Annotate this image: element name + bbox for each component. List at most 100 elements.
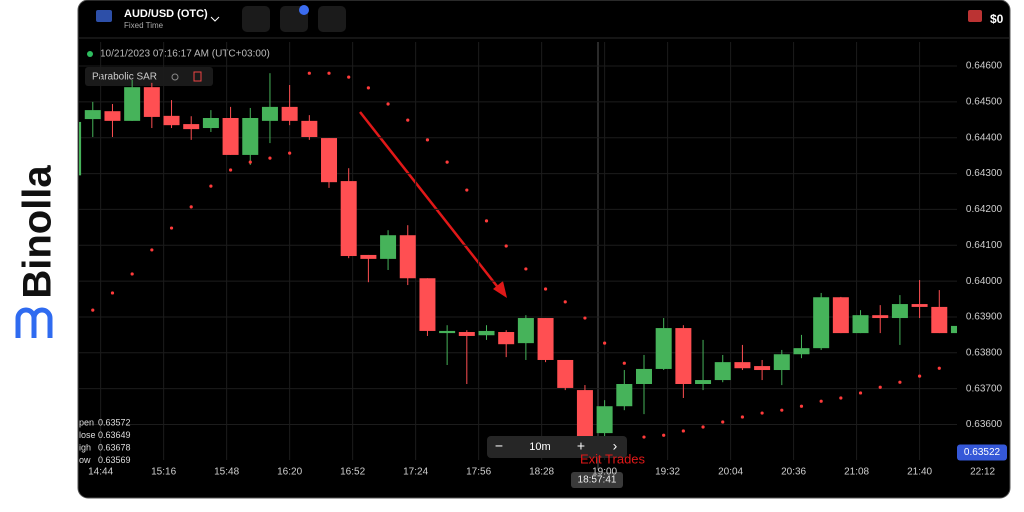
sar-dot — [209, 184, 213, 188]
candle-body — [754, 366, 771, 371]
current-price: 0.63522 — [964, 447, 1001, 458]
x-tick-label: 20:04 — [718, 467, 743, 478]
trend-arrowhead — [493, 281, 507, 298]
candle-body — [852, 315, 869, 334]
candle-body — [911, 304, 928, 307]
sar-dot — [130, 272, 134, 276]
sar-dot — [583, 316, 587, 320]
sar-dot — [701, 425, 705, 429]
sar-dot — [228, 168, 233, 172]
x-tick-label: 21:40 — [907, 467, 932, 478]
candle-body — [714, 362, 731, 381]
sar-dot — [858, 391, 863, 395]
candle-body — [635, 368, 652, 384]
candle-body — [773, 354, 790, 371]
x-tick-label: 16:52 — [340, 467, 365, 478]
sar-dot — [917, 374, 922, 378]
sar-dot — [898, 380, 902, 384]
indicator-pill[interactable] — [85, 67, 213, 86]
sar-dot — [366, 86, 370, 90]
candle-body — [950, 325, 957, 334]
zoom-interval[interactable]: 10m — [529, 441, 550, 453]
sar-dot — [524, 267, 528, 271]
sar-dot — [288, 151, 292, 155]
y-tick-label: 0.63800 — [966, 347, 1003, 358]
ohlc-label: pen — [79, 417, 94, 427]
sar-dot — [347, 75, 351, 79]
sar-dot — [91, 308, 95, 312]
candle-body — [79, 121, 82, 176]
sar-dot — [819, 399, 823, 403]
sar-dot — [504, 244, 508, 248]
x-tick-label: 15:16 — [151, 467, 176, 478]
sar-dot — [662, 433, 666, 437]
sar-dot — [465, 188, 469, 192]
candle-body — [734, 362, 751, 369]
x-tick-label: 19:00 — [592, 467, 617, 478]
candle-body — [399, 235, 416, 279]
y-tick-label: 0.64100 — [966, 240, 1003, 251]
sar-dot — [484, 219, 489, 223]
pair-name[interactable]: AUD/USD (OTC) — [124, 8, 208, 20]
current-price-box — [957, 444, 1007, 461]
sar-dot — [563, 300, 567, 304]
x-tick-label: 17:56 — [466, 467, 491, 478]
zoom-in[interactable]: + — [577, 438, 585, 454]
y-tick-label: 0.64000 — [966, 276, 1003, 287]
x-tick-label: 14:44 — [88, 467, 113, 478]
indicator-name: Parabolic SAR — [92, 72, 157, 83]
alerts-button[interactable] — [318, 6, 346, 32]
sar-dot — [248, 160, 252, 164]
candle-body — [655, 328, 672, 369]
sar-dot — [406, 118, 410, 122]
app-frame — [77, 0, 1011, 499]
x-tick-label: 22:12 — [970, 467, 995, 478]
zoom-out[interactable]: − — [495, 438, 503, 454]
candle-body — [163, 115, 180, 126]
ohlc-label: igh — [79, 442, 91, 452]
sar-dot — [268, 156, 272, 160]
candle-body — [340, 181, 357, 257]
balance[interactable]: $0 — [990, 12, 1004, 26]
candle-body — [124, 87, 141, 121]
y-tick-label: 0.64600 — [966, 61, 1003, 72]
sar-dot — [622, 361, 626, 365]
zoom-bar — [487, 436, 627, 458]
candle-body — [261, 106, 278, 121]
scroll-next[interactable]: › — [613, 438, 618, 454]
x-tick-label: 15:48 — [214, 467, 239, 478]
candle-body — [321, 138, 338, 183]
candle-body — [143, 87, 160, 117]
sar-dot — [425, 138, 430, 142]
candle-body — [478, 330, 495, 336]
x-tick-label: 17:24 — [403, 467, 428, 478]
timestamp: 10/21/2023 07:16:17 AM (UTC+03:00) — [100, 49, 270, 60]
candle-body — [183, 124, 200, 130]
indicator-badge — [299, 5, 309, 15]
pair-dropdown[interactable] — [210, 16, 220, 22]
currency-flag — [968, 10, 982, 22]
candle-body — [458, 332, 475, 336]
y-tick-label: 0.64500 — [966, 97, 1003, 108]
candle-body — [419, 278, 436, 331]
candle-body — [517, 318, 534, 344]
indicator-delete[interactable] — [193, 71, 202, 82]
x-tick-label: 21:08 — [844, 467, 869, 478]
candle-body — [616, 384, 633, 407]
sar-dot — [799, 404, 804, 408]
ohlc-value: 0.63569 — [98, 455, 131, 465]
crosshair-time: 18:57:41 — [578, 475, 617, 486]
candle-body — [498, 332, 515, 345]
logo-icon — [15, 307, 53, 338]
ohlc-value: 0.63678 — [98, 442, 131, 452]
sar-dot — [110, 291, 115, 295]
candle-body — [301, 120, 318, 137]
indicator-visibility[interactable] — [171, 73, 179, 81]
sar-dot — [307, 71, 311, 75]
logo-text: Binolla — [16, 165, 60, 299]
sar-dot — [169, 226, 174, 230]
chart-type-button[interactable] — [242, 6, 270, 32]
sar-dot — [937, 366, 941, 370]
sar-dot — [603, 341, 607, 345]
x-tick-label: 18:28 — [529, 467, 554, 478]
